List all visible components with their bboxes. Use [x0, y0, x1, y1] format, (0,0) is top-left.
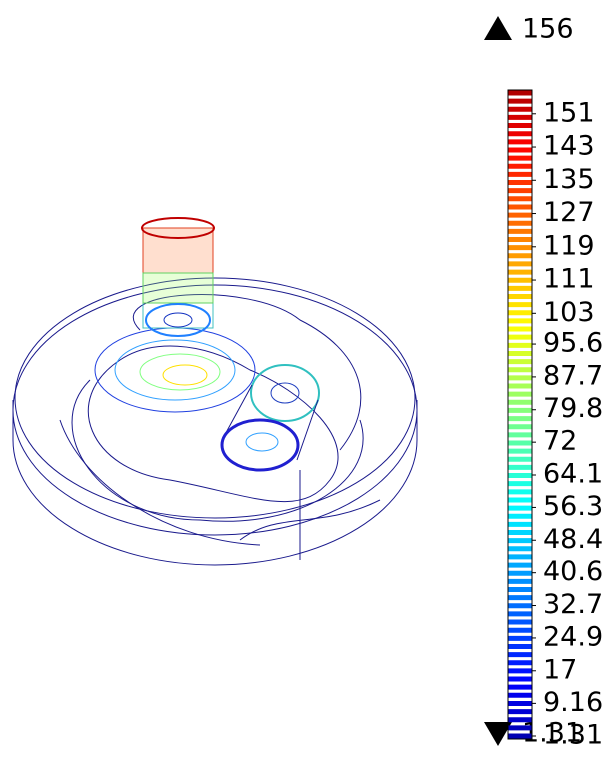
- tick-label: 143: [543, 131, 595, 162]
- tick-label: 17: [543, 654, 577, 685]
- tick-label: 127: [543, 197, 595, 228]
- max-label: 156: [522, 14, 574, 45]
- tick-label: 64.1: [543, 459, 603, 490]
- tick-label: 79.8: [543, 393, 603, 424]
- tick-label: 103: [543, 297, 595, 328]
- tick-label: 48.4: [543, 524, 603, 555]
- tick-label: 151: [543, 97, 595, 128]
- tick-label: 72: [543, 426, 577, 457]
- tick-label: 1.31: [543, 720, 603, 751]
- max-marker: [484, 16, 512, 40]
- tick-label: 119: [543, 230, 595, 261]
- model-plot: [13, 218, 417, 565]
- tick-label: 87.7: [543, 360, 603, 391]
- tick-label: 95.6: [543, 328, 603, 359]
- tick-label: 24.9: [543, 621, 603, 652]
- tick-label: 135: [543, 164, 595, 195]
- tick-label: 40.6: [543, 556, 603, 587]
- tick-label: 32.7: [543, 589, 603, 620]
- colorbar-frame: [508, 90, 532, 739]
- chart: 156 1.31 15114313512711911110395.687.779…: [0, 0, 616, 760]
- tick-label: 56.3: [543, 491, 603, 522]
- tick-label: 9.16: [543, 687, 603, 718]
- tick-label: 111: [543, 264, 595, 295]
